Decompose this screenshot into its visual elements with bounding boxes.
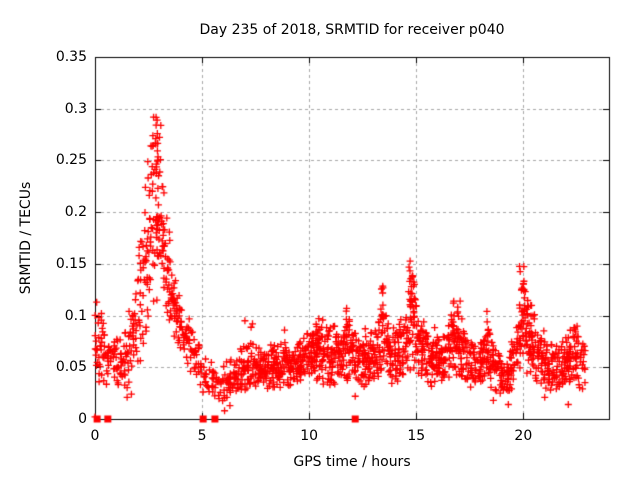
y-tick-label: 0 bbox=[78, 411, 87, 427]
y-tick-label: 0.1 bbox=[64, 307, 87, 324]
y-tick-label: 0.3 bbox=[64, 100, 87, 117]
y-tick-label: 0.15 bbox=[55, 255, 87, 272]
x-tick-label: 15 bbox=[407, 428, 426, 444]
x-tick-label: 20 bbox=[514, 428, 533, 444]
x-axis-label: GPS time / hours bbox=[293, 454, 411, 470]
y-tick-label: 0.25 bbox=[55, 152, 87, 169]
chart-title: Day 235 of 2018, SRMTID for receiver p04… bbox=[199, 22, 505, 38]
y-tick-label: 0.2 bbox=[64, 204, 87, 221]
x-tick-label: 5 bbox=[197, 428, 207, 444]
x-tick-label: 0 bbox=[90, 428, 100, 444]
x-tick-label: 10 bbox=[300, 428, 319, 444]
y-tick-label: 0.35 bbox=[55, 49, 87, 65]
y-axis-label: SRMTID / TECUs bbox=[18, 181, 34, 295]
y-tick-label: 0.05 bbox=[55, 359, 87, 376]
